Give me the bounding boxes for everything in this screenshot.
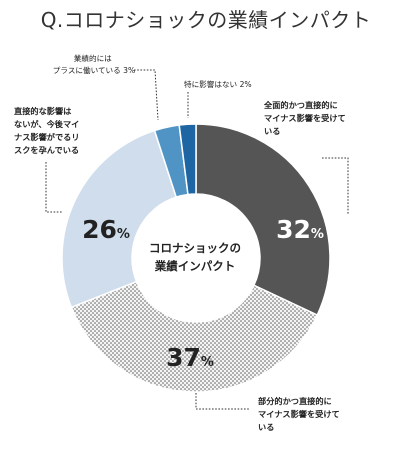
chart-title: Q.コロナショックの業績インパクト	[41, 8, 372, 32]
center-label-line-2: 業績インパクト	[154, 259, 236, 273]
value-label-37: 37%	[166, 343, 214, 372]
value-label-37-number: 37	[166, 343, 201, 372]
donut-slice-37	[70, 280, 319, 393]
value-label-32-number: 32	[276, 215, 311, 244]
value-label-37-unit: %	[201, 355, 214, 370]
donut-slice-26	[61, 129, 178, 309]
value-label-26-number: 26	[82, 215, 117, 244]
donut-slice-2	[178, 123, 197, 196]
leader-line-risk	[45, 162, 63, 213]
center-label-line-1: コロナショックの	[149, 241, 241, 255]
value-label-26-unit: %	[117, 227, 130, 242]
donut-slices	[61, 123, 331, 393]
leader-line-full-impact	[322, 157, 349, 215]
label-positive: 業績的には プラスに働いている 3%	[53, 53, 135, 75]
label-partial-impact: 部分的かつ直接的に マイナス影響を受けて いる	[258, 396, 343, 432]
donut-slice-32	[195, 123, 331, 317]
value-label-32-unit: %	[311, 227, 324, 242]
value-label-26: 26%	[82, 215, 130, 244]
label-full-impact: 全面的かつ直接的に マイナス影響を受けて いる	[263, 100, 349, 136]
leader-line-partial-impact	[195, 393, 250, 410]
label-risk: 直接的な影響は ないが、今後マイ ナス影響がでるリ スクを孕んでいる	[14, 106, 82, 155]
value-label-32: 32%	[276, 215, 324, 244]
label-no-impact: 特に影響はない 2%	[184, 79, 252, 89]
leader-line-positive	[134, 69, 159, 121]
